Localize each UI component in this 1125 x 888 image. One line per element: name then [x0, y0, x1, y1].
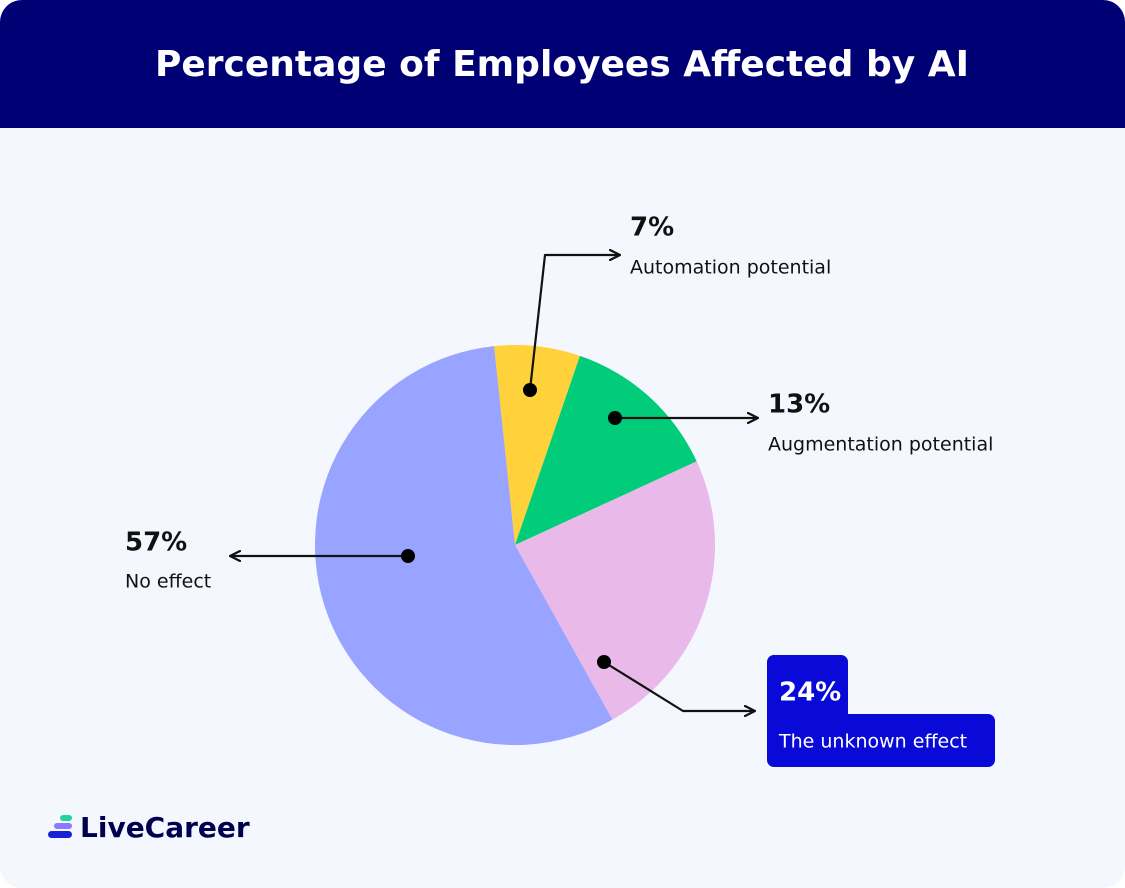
callout-dot [401, 549, 415, 563]
logo-icon [48, 815, 72, 838]
highlight-box [766, 654, 995, 767]
callout-line [603, 661, 755, 711]
category-label: Automation potential [630, 257, 831, 279]
pie-slice [494, 345, 580, 545]
value-label: 24% [779, 678, 841, 708]
callout-dot [597, 655, 611, 669]
brand-logo: LiveCareer [80, 811, 250, 844]
category-label: Augmentation potential [768, 434, 993, 456]
callout-dot [608, 411, 622, 425]
value-label: 13% [768, 390, 830, 420]
value-label: 57% [125, 528, 187, 558]
callout-dot [523, 383, 537, 397]
header [0, 0, 1125, 128]
pie-slice [515, 461, 715, 720]
value-label: 7% [630, 213, 674, 243]
pie-slice [315, 346, 613, 745]
category-label: No effect [125, 571, 211, 593]
category-label: The unknown effect [778, 731, 967, 753]
chart-title: Percentage of Employees Affected by AI [155, 44, 969, 85]
callout-line [528, 255, 620, 391]
pie-slice [515, 355, 697, 545]
